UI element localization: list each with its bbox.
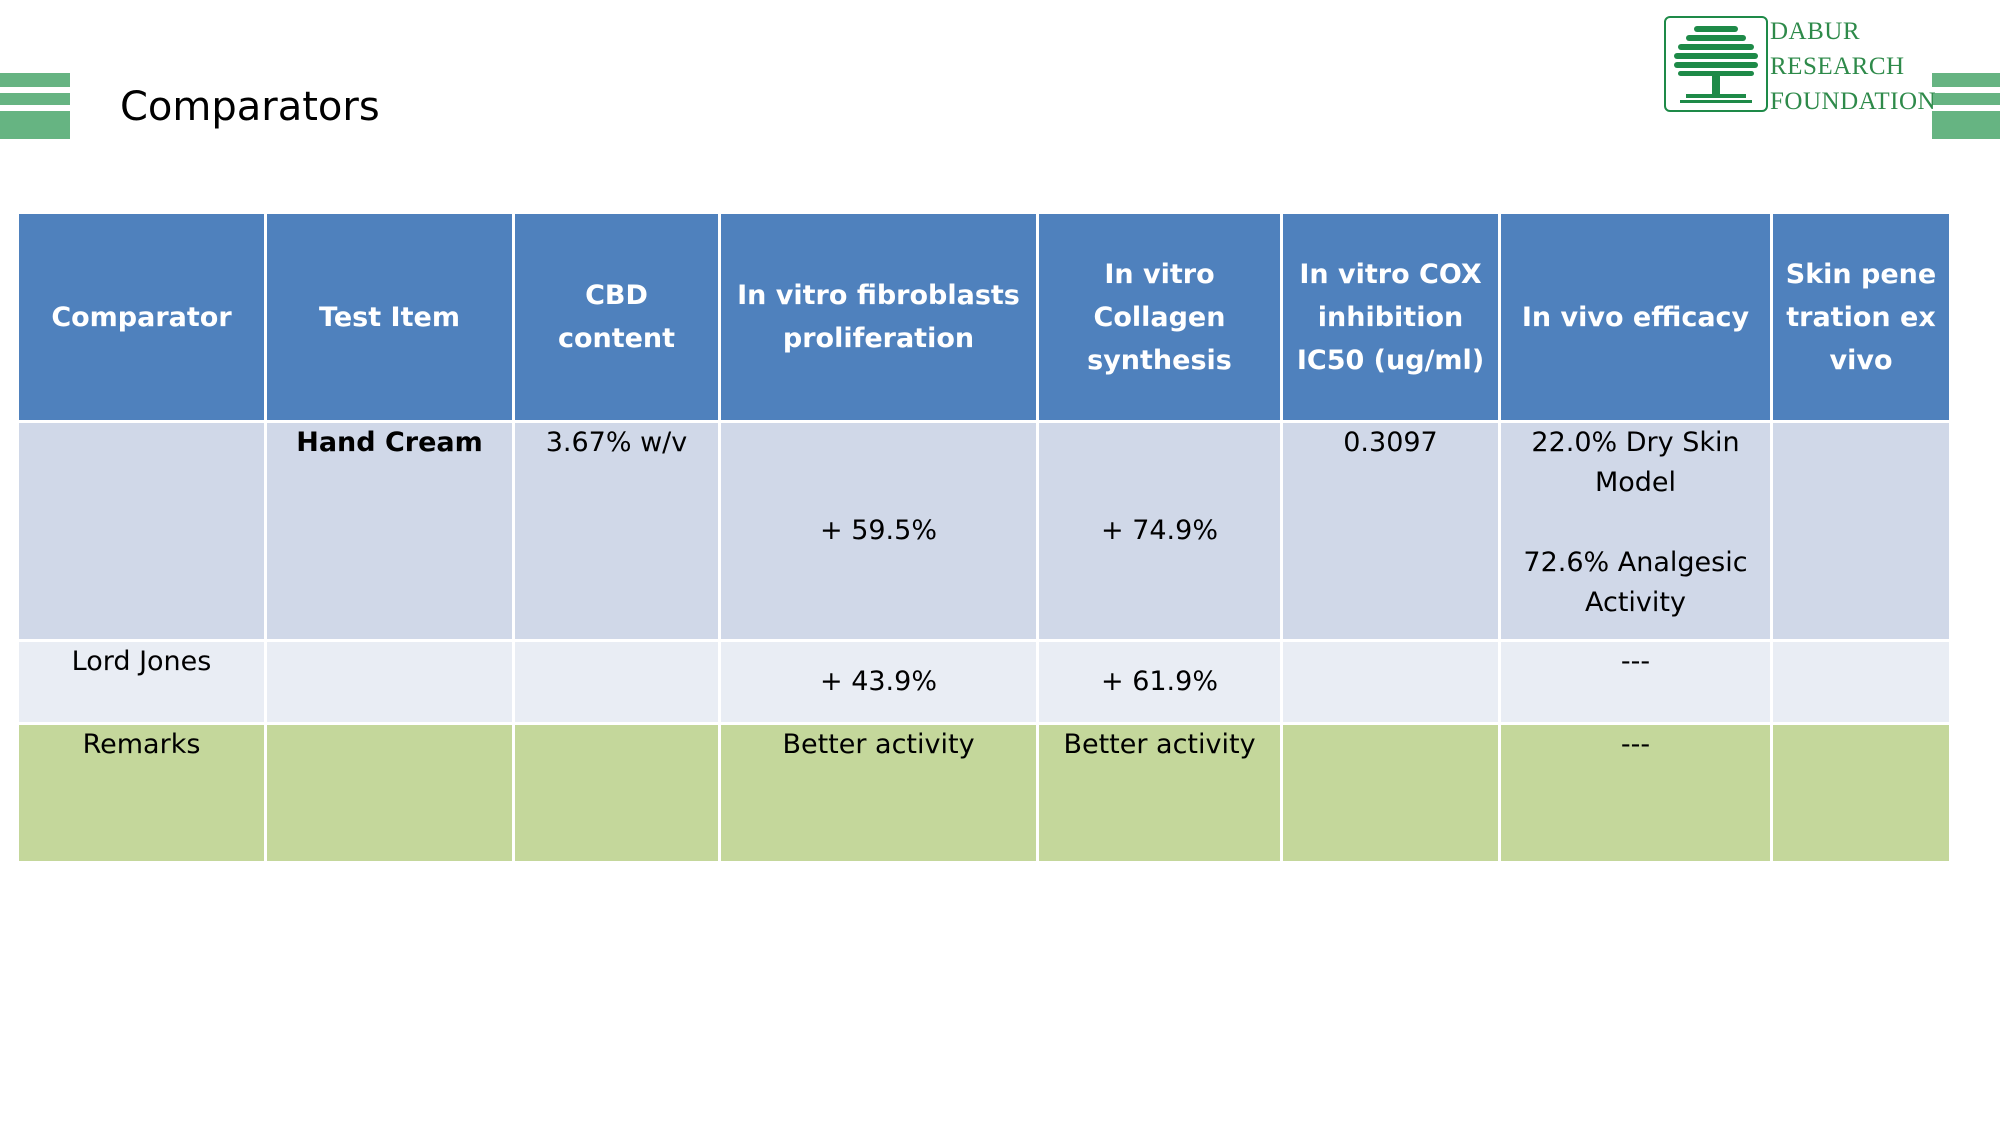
- logo-line: FOUNDATION: [1770, 88, 1937, 115]
- header-collagen: In vitro Collagen synthesis: [1039, 214, 1280, 420]
- table-row: Hand Cream 3.67% w/v + 59.5% + 74.9% 0.3…: [19, 423, 1949, 639]
- cell-comparator: [19, 423, 264, 639]
- cell-in-vivo: 22.0% Dry Skin Model 72.6% Analgesic Act…: [1501, 423, 1770, 639]
- cell-in-vivo: ---: [1501, 725, 1770, 861]
- cell-fibroblasts: + 43.9%: [721, 642, 1036, 722]
- cell-comparator: Remarks: [19, 725, 264, 861]
- table-row: Lord Jones + 43.9% + 61.9% ---: [19, 642, 1949, 722]
- header-in-vivo: In vivo efficacy: [1501, 214, 1770, 420]
- accent-bar: [1932, 111, 2000, 139]
- cell-skin-penetration: [1773, 423, 1949, 639]
- header-test-item: Test Item: [267, 214, 512, 420]
- cell-fibroblasts: + 59.5%: [721, 423, 1036, 639]
- header-cox: In vitro COX inhibition IC50 (ug/ml): [1283, 214, 1498, 420]
- accent-bar: [0, 73, 70, 87]
- cell-test-item: [267, 642, 512, 722]
- in-vivo-line: 72.6% Analgesic Activity: [1523, 547, 1748, 618]
- cell-fibroblasts: Better activity: [721, 725, 1036, 861]
- cell-collagen: + 74.9%: [1039, 423, 1280, 639]
- cell-in-vivo: ---: [1501, 642, 1770, 722]
- accent-bar: [1932, 93, 2000, 105]
- header-row: Comparator Test Item CBD content In vitr…: [19, 214, 1949, 420]
- in-vivo-line: 22.0% Dry Skin Model: [1531, 427, 1740, 498]
- accent-bar: [0, 111, 70, 139]
- cell-cbd-content: 3.67% w/v: [515, 423, 718, 639]
- cell-cox: 0.3097: [1283, 423, 1498, 639]
- cell-collagen: Better activity: [1039, 725, 1280, 861]
- comparators-table: Comparator Test Item CBD content In vitr…: [16, 211, 1952, 864]
- logo-line: DABUR: [1770, 18, 1861, 45]
- cell-cbd-content: [515, 725, 718, 861]
- table-row: Remarks Better activity Better activity …: [19, 725, 1949, 861]
- header-fibroblasts: In vitro fibroblasts proliferation: [721, 214, 1036, 420]
- cell-test-item: [267, 725, 512, 861]
- accent-bar: [1932, 73, 2000, 87]
- right-accent-bars: [1932, 73, 2000, 139]
- left-accent-bars: [0, 73, 70, 139]
- tree-logo-icon: [1664, 16, 1768, 112]
- cell-skin-penetration: [1773, 725, 1949, 861]
- cell-comparator: Lord Jones: [19, 642, 264, 722]
- spacer: [1515, 503, 1756, 543]
- cell-cbd-content: [515, 642, 718, 722]
- dabur-logo: DABUR RESEARCH FOUNDATION: [1664, 14, 1936, 115]
- cell-test-item: Hand Cream: [267, 423, 512, 639]
- cell-cox: [1283, 725, 1498, 861]
- header-skin-penetration: Skin penetration ex vivo: [1773, 214, 1949, 420]
- logo-wordmark: DABUR RESEARCH FOUNDATION: [1770, 14, 1936, 119]
- accent-bar: [0, 93, 70, 105]
- cell-cox: [1283, 642, 1498, 722]
- cell-skin-penetration: [1773, 642, 1949, 722]
- logo-line: RESEARCH: [1770, 53, 1905, 80]
- cell-collagen: + 61.9%: [1039, 642, 1280, 722]
- header-cbd-content: CBD content: [515, 214, 718, 420]
- slide-title: Comparators: [120, 84, 380, 130]
- header-comparator: Comparator: [19, 214, 264, 420]
